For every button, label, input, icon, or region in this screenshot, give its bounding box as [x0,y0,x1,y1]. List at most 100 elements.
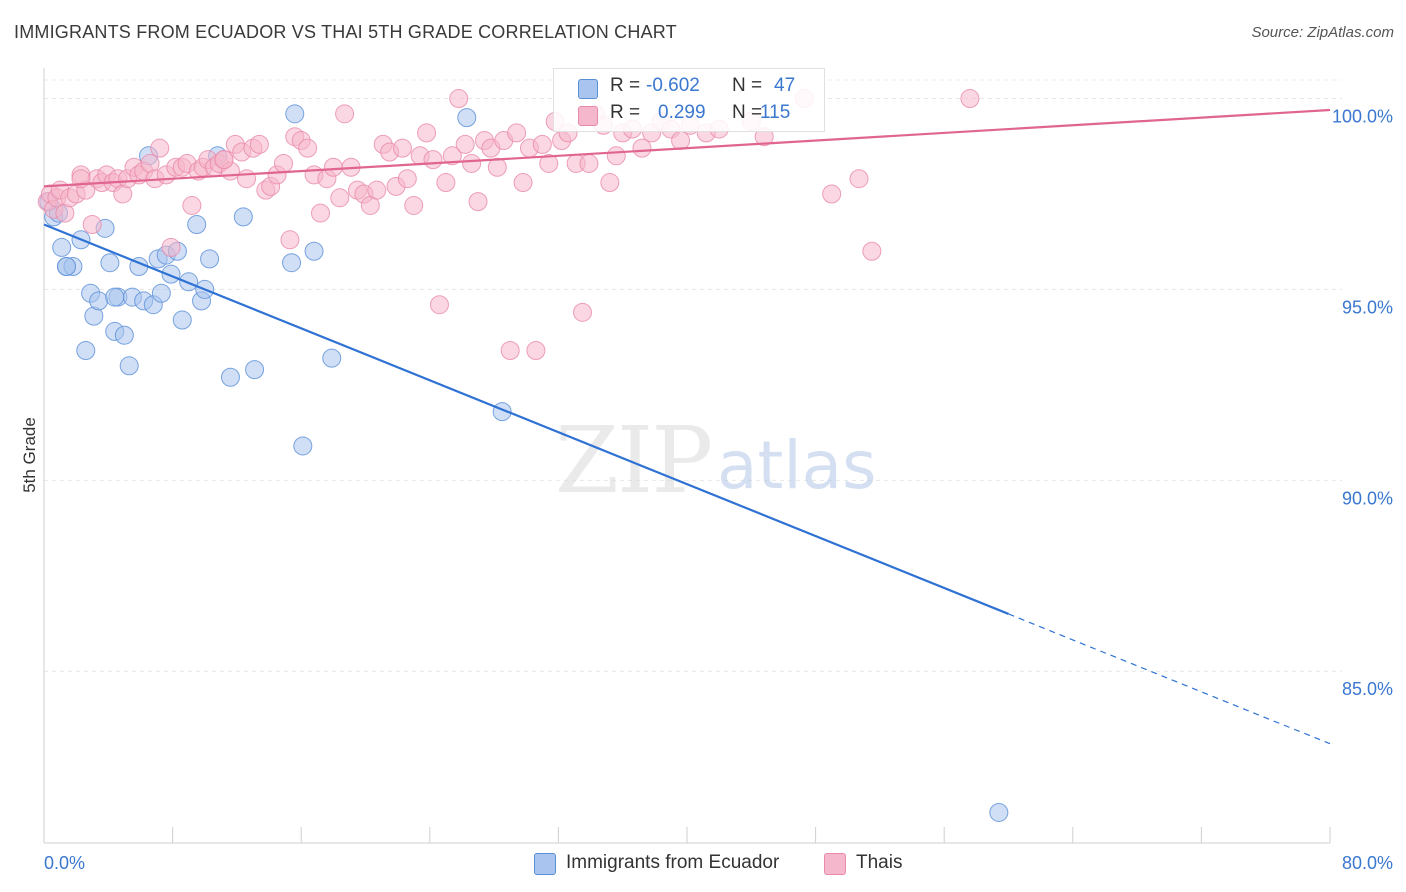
stats-legend: R = -0.602 N = 47 R = 0.299 N = 115 [553,68,825,132]
data-point [285,104,305,124]
legend-swatch-thais [824,853,846,875]
watermark-atlas: atlas [717,427,877,504]
stats-legend-row-ecuador: R = -0.602 N = 47 [554,75,824,103]
stats-legend-row-thais: R = 0.299 N = 115 [554,102,824,130]
data-point [989,802,1009,822]
data-point [114,325,134,345]
data-point [455,134,475,154]
axis-labels: 85.0% 90.0% 95.0% 100.0% 0.0% 80.0% 5th Grade [20,107,1393,873]
data-point [161,237,181,257]
data-point [322,348,342,368]
data-point [417,123,437,143]
data-point [330,188,350,208]
data-point [462,153,482,173]
legend-label-ecuador: Immigrants from Ecuador [566,852,780,873]
data-point [119,356,139,376]
data-point [150,138,170,158]
data-point [600,173,620,193]
r-label: R = [610,75,641,96]
legend-swatch-ecuador [534,853,556,875]
data-point [539,153,559,173]
data-point [57,257,77,277]
data-point [367,180,387,200]
data-point [172,310,192,330]
data-point [442,146,462,166]
data-point [513,173,533,193]
data-point [100,253,120,273]
data-point [151,283,171,303]
data-point [573,302,593,322]
n-label: N = [732,102,763,123]
data-point [282,253,302,273]
data-point [392,138,412,158]
data-point [233,207,253,227]
data-point [429,295,449,315]
data-point [293,436,313,456]
data-point [532,134,552,154]
data-point [220,367,240,387]
y-tick-label: 95.0% [1342,297,1393,317]
source-label: Source: ZipAtlas.com [1251,24,1394,41]
data-point [200,249,220,269]
ecuador-trend-extension [1008,613,1331,745]
data-point [323,157,343,177]
data-point [468,192,488,212]
data-point [579,153,599,173]
data-point [82,215,102,235]
data-point [404,195,424,215]
thais-swatch [578,106,598,126]
ecuador-trend-line [43,223,1009,615]
data-point [397,169,417,189]
data-point [298,138,318,158]
chart-title: IMMIGRANTS FROM ECUADOR VS THAI 5TH GRAD… [14,22,677,42]
data-point [423,150,443,170]
data-point [436,173,456,193]
data-point [214,150,234,170]
data-point [632,138,652,158]
data-point [249,134,269,154]
r-value: 0.299 [658,102,706,123]
legend-label-thais: Thais [856,852,903,873]
n-value: 47 [774,75,796,96]
data-point [187,215,207,235]
ecuador-swatch [578,79,598,99]
watermark: ZIP atlas [555,407,877,514]
n-value: 115 [760,102,791,123]
data-point [280,230,300,250]
watermark-zip: ZIP [555,407,711,514]
y-tick-label: 85.0% [1342,679,1393,699]
data-point [245,360,265,380]
data-point [606,146,626,166]
data-point [105,287,125,307]
x-tick-label: 80.0% [1342,853,1393,873]
data-point [849,169,869,189]
x-tick-label: 0.0% [44,853,85,873]
r-value: -0.602 [646,75,700,96]
r-label: R = [610,102,641,123]
data-point [182,195,202,215]
data-point [76,341,96,361]
data-point [487,157,507,177]
data-point [310,203,330,223]
y-tick-label: 100.0% [1332,107,1393,127]
data-point [822,184,842,204]
data-point [52,237,72,257]
thais-trend-line [43,108,1331,188]
data-point [671,131,691,151]
trend-lines [43,108,1331,745]
data-point [89,291,109,311]
data-point [274,153,294,173]
data-point [507,123,527,143]
data-point [449,89,469,109]
data-point [526,341,546,361]
data-point [960,89,980,109]
n-label: N = [732,75,763,96]
data-point [335,104,355,124]
data-point [237,169,257,189]
data-point [500,341,520,361]
data-point [862,241,882,261]
y-axis-label: 5th Grade [20,417,39,493]
data-point [457,108,477,128]
y-tick-label: 90.0% [1342,488,1393,508]
